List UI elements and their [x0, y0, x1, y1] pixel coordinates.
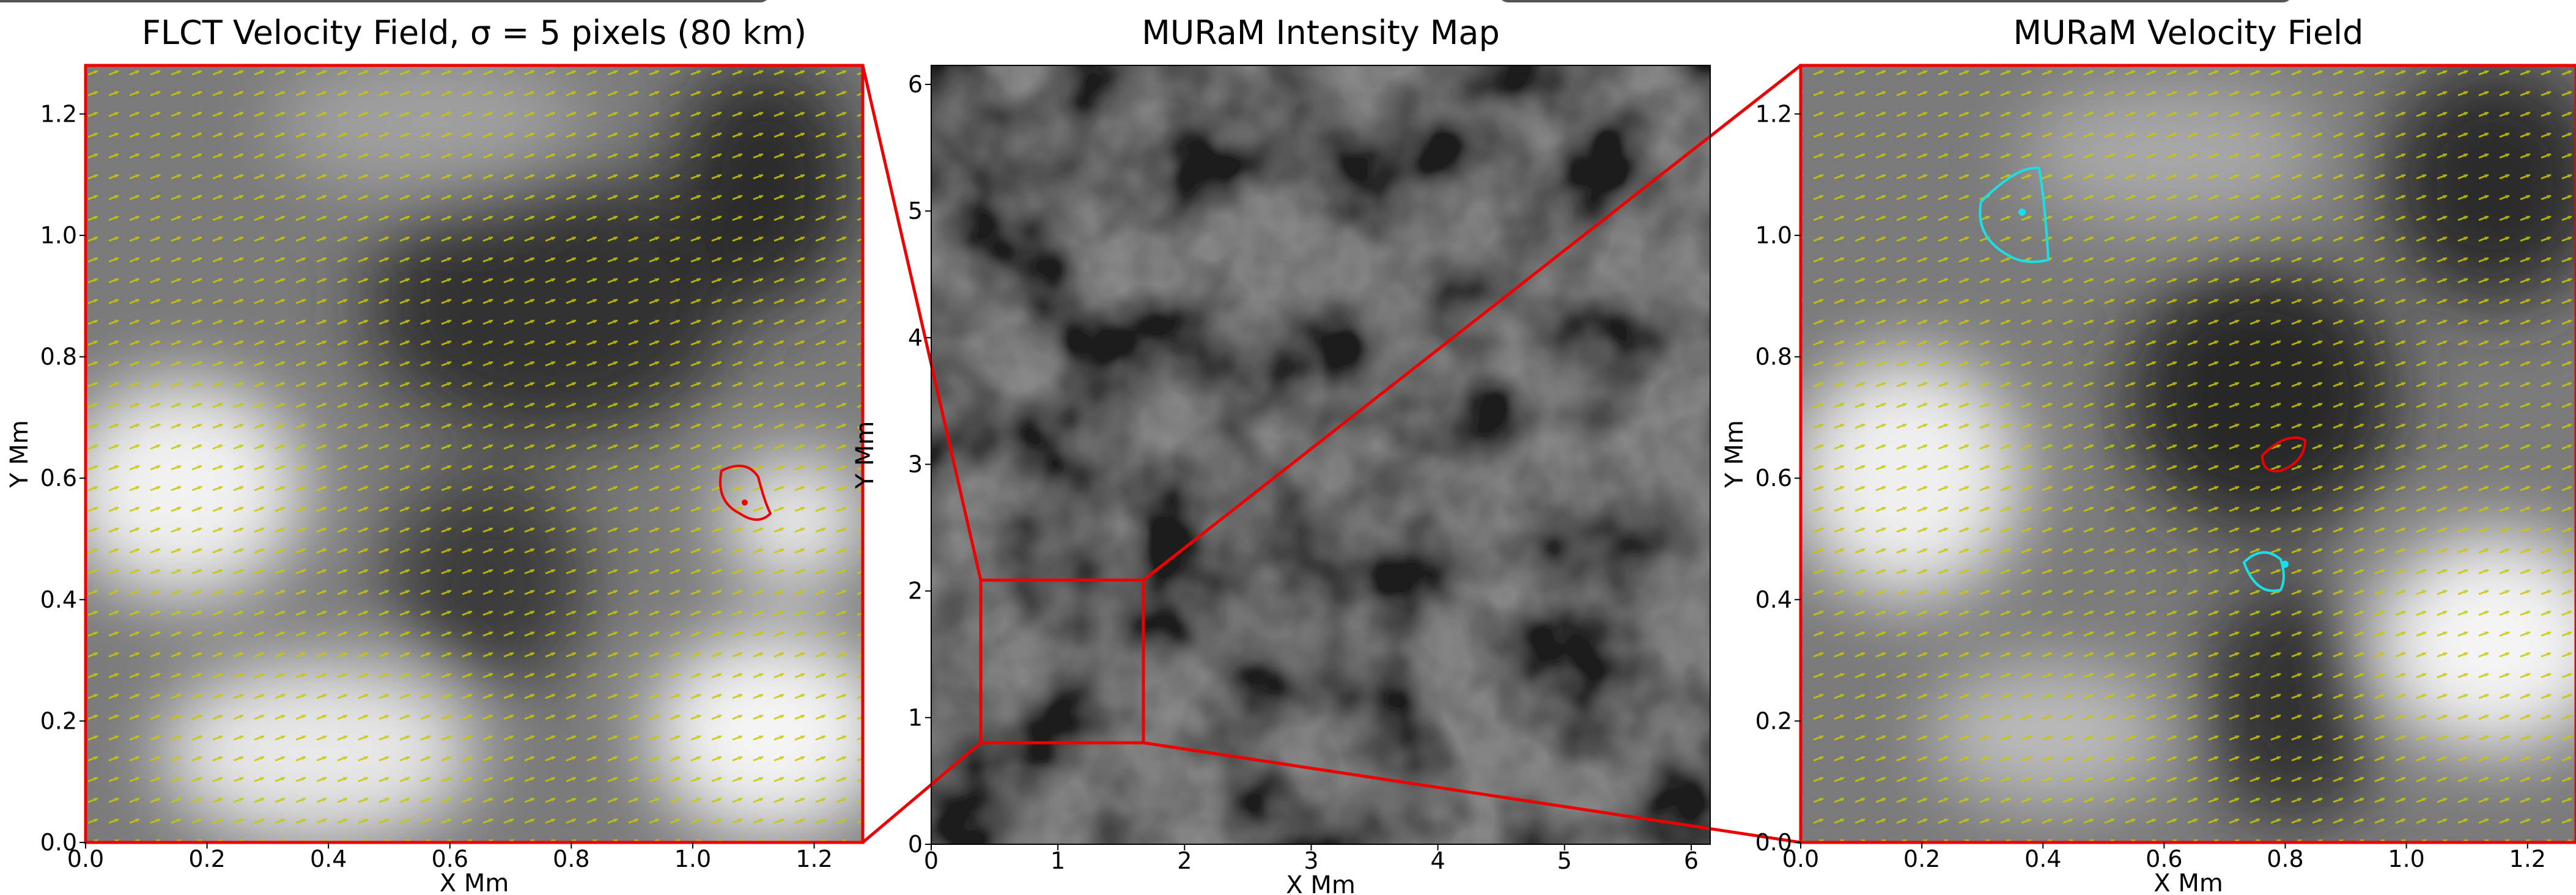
panel-title: MURaM Velocity Field	[2013, 13, 2364, 52]
x-tick-label: 0.0	[1782, 845, 1819, 872]
x-tick-label: 4	[1431, 847, 1445, 874]
y-tick-label: 0.4	[40, 586, 77, 613]
y-tick-label: 3	[908, 451, 923, 478]
y-tick-label: 0.8	[1755, 344, 1792, 370]
image-muram-velocity	[1801, 65, 2576, 842]
y-tick-label: 0.0	[1755, 829, 1792, 856]
x-tick-label: 0.4	[310, 845, 347, 872]
y-tick-label: 0.4	[1755, 586, 1792, 613]
x-tick-label: 0.6	[2146, 845, 2182, 872]
y-tick-label: 5	[908, 197, 923, 224]
frame	[931, 65, 1711, 845]
x-tick-label: 1.2	[2509, 845, 2546, 872]
y-tick-label: 0.0	[40, 829, 77, 856]
top-bar	[1502, 0, 2289, 2]
x-tick-label: 0.8	[553, 845, 589, 872]
y-tick-label: 6	[908, 71, 923, 98]
x-tick-label: 5	[1557, 847, 1572, 874]
y-tick-label: 1.0	[1755, 222, 1792, 249]
y-tick-label: 0	[908, 831, 923, 858]
x-tick-label: 1.0	[674, 845, 711, 872]
x-tick-label: 0	[924, 847, 939, 874]
x-tick-label: 0.2	[1903, 845, 1940, 872]
zoom-indicator	[861, 64, 1802, 844]
y-tick-label: 1.2	[40, 100, 77, 127]
x-axis-label: X Mm	[440, 869, 509, 895]
panel-title: FLCT Velocity Field, σ = 5 pixels (80 km…	[142, 13, 806, 52]
panel-title: MURaM Intensity Map	[1142, 13, 1499, 52]
y-tick-label: 4	[908, 324, 923, 351]
y-tick-label: 0.8	[40, 344, 77, 370]
y-axis-label: Y Mm	[6, 420, 34, 488]
y-tick-label: 1	[908, 704, 923, 731]
y-axis-label: Y Mm	[851, 421, 879, 490]
x-tick-label: 0.8	[2267, 845, 2303, 872]
x-tick-label: 0.2	[188, 845, 225, 872]
x-tick-label: 1	[1050, 847, 1065, 874]
y-tick-label: 1.2	[1755, 100, 1792, 127]
x-tick-label: 3	[1304, 847, 1318, 874]
top-bar	[0, 0, 767, 2]
y-tick-label: 1.0	[40, 222, 77, 249]
y-tick-label: 0.2	[40, 707, 77, 734]
y-tick-label: 0.6	[1755, 465, 1792, 492]
x-tick-label: 0.4	[2024, 845, 2061, 872]
x-tick-label: 0.0	[67, 845, 104, 872]
x-tick-label: 2	[1177, 847, 1192, 874]
y-tick-label: 2	[908, 578, 923, 605]
image-flct	[86, 65, 863, 842]
y-tick-label: 0.6	[40, 465, 77, 492]
x-axis-label: X Mm	[1286, 871, 1356, 895]
image-intensity	[931, 65, 1710, 844]
x-axis-label: X Mm	[2153, 869, 2223, 895]
x-tick-label: 1.0	[2388, 845, 2424, 872]
x-tick-label: 1.2	[795, 845, 832, 872]
y-axis-label: Y Mm	[1721, 420, 1749, 488]
frame	[1799, 64, 2576, 844]
y-tick-label: 0.2	[1755, 707, 1792, 734]
x-tick-label: 6	[1684, 847, 1699, 874]
x-tick-label: 0.6	[432, 845, 468, 872]
frame	[84, 64, 865, 844]
